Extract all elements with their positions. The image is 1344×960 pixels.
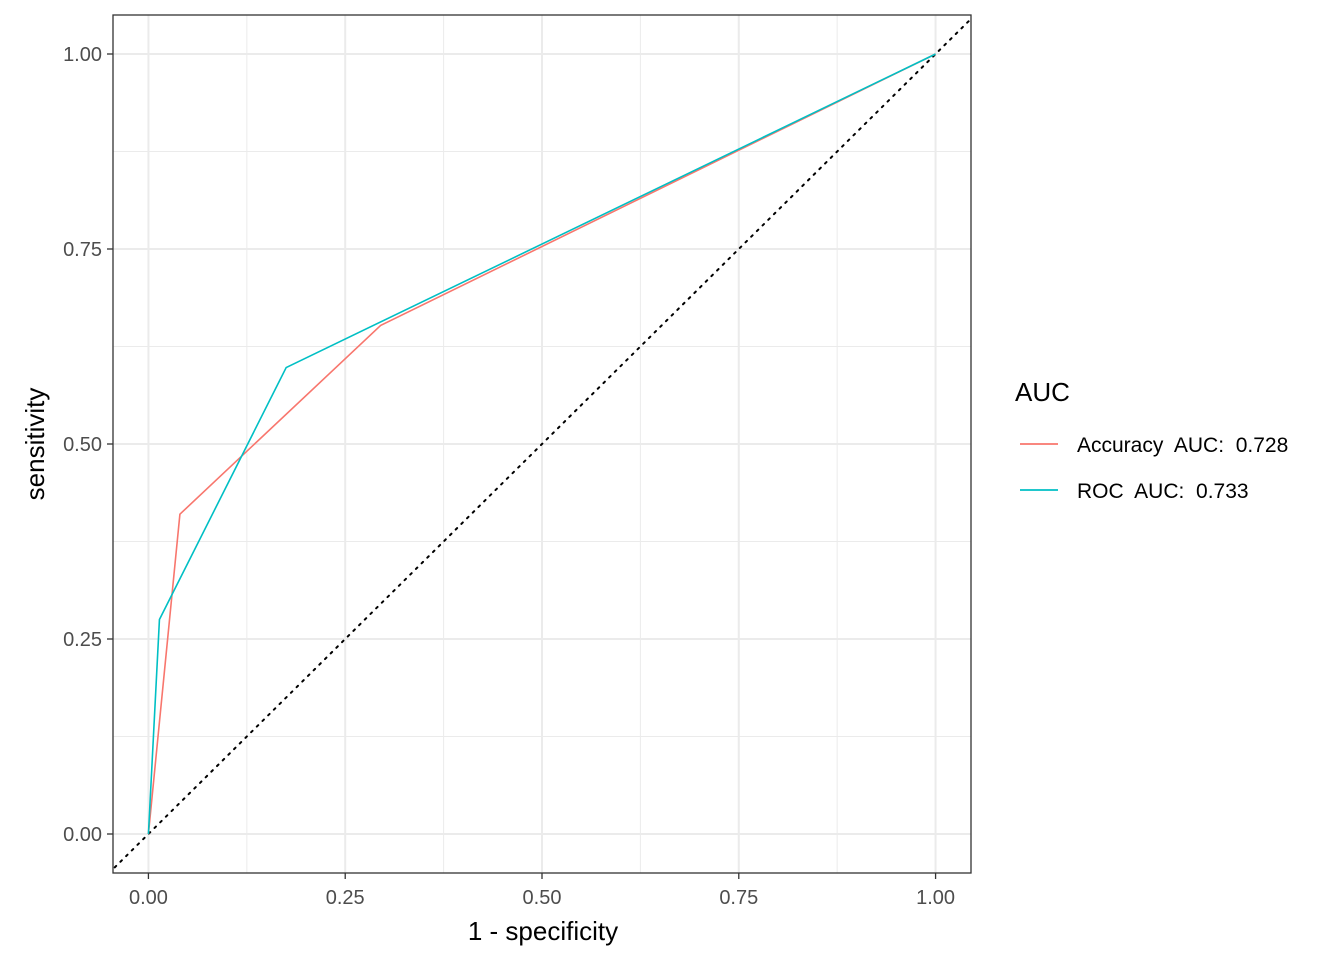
- x-tick-label: 0.00: [129, 887, 168, 909]
- data-layer: [113, 17, 971, 871]
- y-axis-ticks: 0.00 0.25 0.50 0.75 1.00: [63, 44, 113, 846]
- y-tick-label: 0.00: [63, 824, 102, 846]
- x-axis-title: 1 - specificity: [468, 916, 618, 946]
- x-tick-label: 0.50: [523, 887, 562, 909]
- y-tick-label: 0.75: [63, 239, 102, 261]
- x-axis-ticks: 0.00 0.25 0.50 0.75 1.00: [129, 873, 955, 909]
- x-tick-label: 1.00: [916, 887, 955, 909]
- legend: AUC Accuracy AUC: 0.728 ROC AUC: 0.733: [1015, 377, 1288, 503]
- reference-diagonal-line: [113, 17, 971, 871]
- legend-title: AUC: [1015, 377, 1070, 407]
- y-tick-label: 0.25: [63, 629, 102, 651]
- x-tick-label: 0.25: [326, 887, 365, 909]
- y-tick-label: 0.50: [63, 434, 102, 456]
- series-line-accuracy: [147, 53, 936, 835]
- x-tick-label: 0.75: [719, 887, 758, 909]
- plot-panel: [112, 14, 972, 874]
- series-line-roc: [147, 53, 936, 835]
- legend-label-accuracy: Accuracy AUC: 0.728: [1077, 434, 1288, 457]
- y-axis-title: sensitivity: [20, 388, 50, 501]
- legend-label-roc: ROC AUC: 0.733: [1077, 480, 1249, 503]
- y-tick-label: 1.00: [63, 44, 102, 66]
